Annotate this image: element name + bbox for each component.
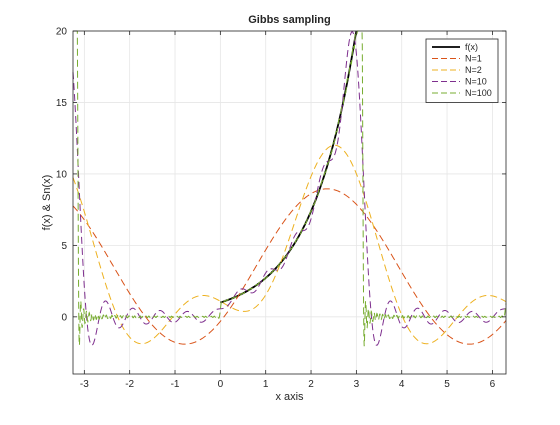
series-line-n-100 (73, 30, 507, 347)
series-line-n-10 (72, 31, 507, 346)
x-tick-label: 5 (444, 379, 450, 390)
x-tick-label: -2 (125, 379, 134, 390)
y-tick-label: 20 (56, 27, 68, 38)
legend-label: f(x) (465, 42, 478, 52)
chart-title: Gibbs sampling (248, 14, 331, 26)
y-tick-label: 10 (56, 169, 68, 180)
y-tick-label: 15 (56, 98, 68, 109)
x-tick-label: 3 (354, 379, 360, 390)
plot-frame (72, 30, 507, 375)
legend-label: N=1 (465, 54, 482, 64)
x-tick-label: 2 (308, 379, 314, 390)
x-tick-label: 1 (263, 379, 269, 390)
tick-layer: -3 -2 -1 0 1 2 3 4 5 6 0 5 10 15 20 (56, 27, 506, 390)
x-tick-label: 6 (490, 379, 496, 390)
x-tick-label: 4 (399, 379, 405, 390)
y-tick-label: 0 (61, 312, 67, 323)
x-axis-label: x axis (275, 391, 304, 403)
legend-box (425, 38, 499, 103)
legend: f(x) N=1N=2 N=10N=100 (425, 38, 499, 103)
legend-label: N=2 (465, 65, 482, 75)
y-tick-label: 5 (61, 241, 67, 252)
legend-label: N=100 (465, 88, 492, 98)
series-line-n-2 (72, 144, 507, 345)
series-layer (72, 30, 507, 347)
x-tick-label: 0 (218, 379, 224, 390)
legend-label: N=10 (465, 77, 487, 87)
series-line-n-1 (72, 188, 507, 345)
x-tick-label: -3 (80, 379, 89, 390)
y-axis-label: f(x) & Sn(x) (41, 175, 53, 231)
x-tick-label: -1 (171, 379, 180, 390)
